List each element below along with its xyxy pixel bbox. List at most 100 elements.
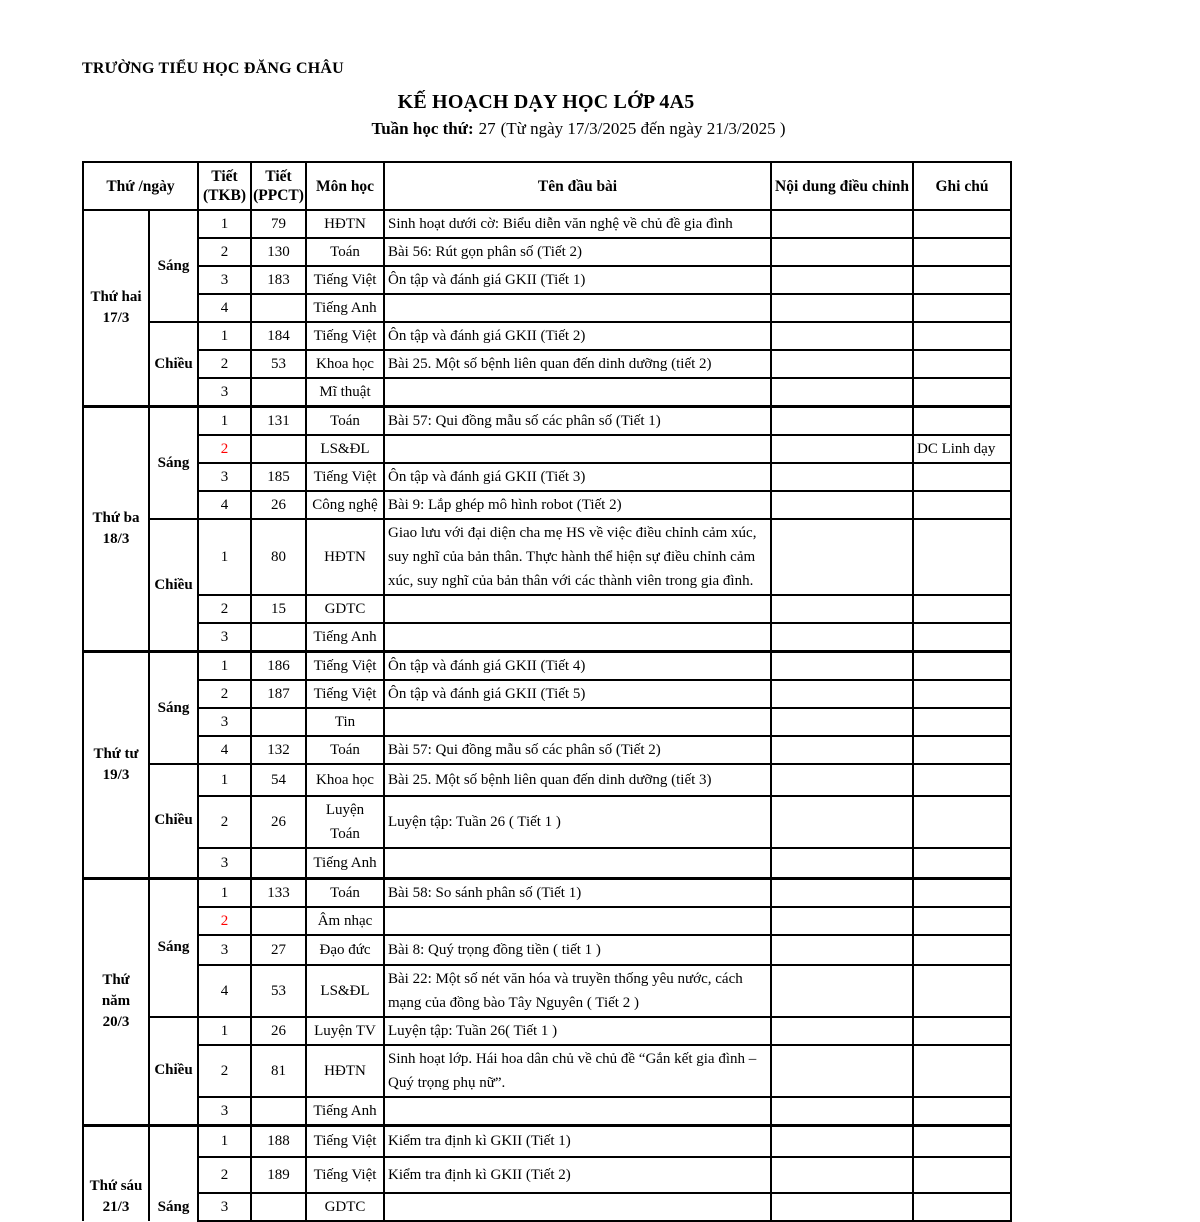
adjustment-cell [770,933,914,966]
schedule-row: Chiều 1 80 HĐTN Giao lưu với đại diện cha mẹ… [83,518,1012,653]
lesson-title-cell: Bài 56: Rút gọn phân số (Tiết 2) [383,237,772,267]
period-tkb-cell: 1 [197,650,252,681]
adjustment-cell [770,462,914,492]
period-ppct-cell: 133 [250,876,307,908]
note-cell [912,490,1012,520]
schedule-row: 3 Mĩ thuật [83,377,1012,408]
period-tkb-cell: 3 [197,462,252,492]
period-ppct-cell: 187 [250,679,307,709]
adjustment-cell [770,905,914,936]
period-tkb-cell: 4 [197,963,252,1018]
session-cell: Sáng [148,650,199,765]
period-tkb-cell: 3 [197,1192,252,1222]
schedule-row: 3 Tin [83,707,1012,737]
period-tkb-cell: 3 [197,622,252,653]
schedule-row: 3 GDTC [83,1192,1012,1222]
schedule-table: Thứ /ngày Tiết (TKB) Tiết (PPCT) Môn học Tên đ… [82,161,1012,1222]
period-tkb-cell: 4 [197,293,252,323]
note-cell [912,265,1012,295]
adjustment-cell [770,594,914,624]
schedule-row: 4 26 Công nghệ Bài 9: Lắp ghép mô hình robo… [83,490,1012,520]
period-ppct-cell: 81 [250,1043,307,1098]
schedule-row: Chiều 1 54 Khoa học Bài 25. Một số bệnh liên… [83,763,1012,879]
lesson-title-cell: Bài 22: Một số nét văn hóa và truyền thố… [383,963,772,1018]
schedule-row: Thứ năm 20/3 Sáng 1 133 Toán Bài 58: So sánh p… [82,876,1012,1126]
session-cell: Chiều [148,763,199,879]
adjustment-cell [770,1043,914,1098]
period-tkb-cell: 1 [197,321,252,351]
week-number: 27 [478,119,496,138]
period-ppct-cell [250,434,307,464]
subject-cell: Khoa học [305,349,385,379]
lesson-title-cell: Bài 25. Một số bệnh liên quan đến dinh d… [383,763,772,797]
note-cell [912,1043,1012,1098]
document-page: TRƯỜNG TIỂU HỌC ĐĂNG CHÂU KẾ HOẠCH DẠY H… [82,60,1012,1222]
period-tkb-cell: 1 [197,518,252,596]
schedule-row: Thứ hai 17/3 Sáng 1 79 HĐTN Sinh hoạt dưới cờ:… [82,209,1012,408]
note-cell [912,209,1012,239]
adjustment-cell [770,209,914,239]
subject-cell: Âm nhạc [305,905,385,936]
lesson-title-cell: Ôn tập và đánh giá GKII (Tiết 4) [383,650,772,681]
period-tkb-cell: 2 [197,795,252,849]
col-thu-ngay: Thứ /ngày [82,161,199,211]
day-name: Thứ sáu [89,1178,143,1194]
period-tkb-cell: 2 [197,434,252,464]
period-ppct-cell [250,622,307,653]
lesson-title-cell: Sinh hoạt lớp. Hái hoa dân chủ về chủ đề… [383,1043,772,1098]
adjustment-cell [770,518,914,596]
subject-cell: Tiếng Anh [305,1095,385,1126]
adjustment-cell [770,490,914,520]
note-cell [912,1015,1012,1046]
lesson-title-cell: Kiểm tra định kì GKII (Tiết 2) [383,1156,772,1194]
period-ppct-cell: 184 [250,321,307,351]
schedule-row: 4 Tiếng Anh [83,293,1012,323]
schedule-row: Thứ ba 18/3 Sáng 1 131 Toán Bài 57: Qui đồng m… [82,405,1012,653]
col-tiet-ppct-sub: (PPCT) [253,187,304,204]
adjustment-cell [770,679,914,709]
period-ppct-cell [250,707,307,737]
schedule-row: 2 26 Luyện Toán Luyện tập: Tuần 26 ( Tiết 1… [83,795,1012,849]
lesson-title-cell: Kiểm tra định kì GKII (Tiết 1) [383,1123,772,1158]
day-date: 17/3 [102,310,130,326]
col-tiet-tkb: Tiết (TKB) [197,161,252,211]
period-ppct-cell: 26 [250,1015,307,1046]
note-cell [912,763,1012,797]
subject-cell: GDTC [305,1192,385,1222]
day-date: 21/3 [102,1199,130,1215]
period-ppct-cell: 53 [250,963,307,1018]
period-tkb-cell: 2 [197,349,252,379]
lesson-title-cell [383,622,772,653]
schedule-row: Chiều 1 26 Luyện TV Luyện tập: Tuần 26( Tiết… [83,1015,1012,1126]
period-ppct-cell [250,1095,307,1126]
subject-cell: HĐTN [305,209,385,239]
lesson-title-cell: Bài 25. Một số bệnh liên quan đến dinh d… [383,349,772,379]
period-ppct-cell [250,1192,307,1222]
week-subtitle: Tuần học thứ: 27 (Từ ngày 17/3/2025 đến ng… [82,119,1010,139]
lesson-title-cell [383,1095,772,1126]
period-tkb-cell: 2 [197,905,252,936]
note-cell [912,293,1012,323]
note-cell [912,321,1012,351]
note-cell [912,1156,1012,1194]
period-tkb-cell: 2 [197,594,252,624]
lesson-title-cell [383,847,772,879]
col-tiet-tkb-sub: (TKB) [202,187,247,204]
lesson-title-cell: Giao lưu với đại diện cha mẹ HS về việc … [383,518,772,596]
adjustment-cell [770,1123,914,1158]
adjustment-cell [770,265,914,295]
lesson-title-cell [383,707,772,737]
lesson-title-cell: Ôn tập và đánh giá GKII (Tiết 2) [383,321,772,351]
col-tiet-tkb-label: Tiết [211,168,238,185]
schedule-row: 3 Tiếng Anh [83,1095,1012,1126]
subject-cell: Mĩ thuật [305,377,385,408]
lesson-title-cell [383,434,772,464]
col-tiet-ppct: Tiết (PPCT) [250,161,307,211]
schedule-row: 2 130 Toán Bài 56: Rút gọn phân số (Tiết 2) [83,237,1012,267]
note-cell [912,679,1012,709]
period-ppct-cell: 188 [250,1123,307,1158]
period-ppct-cell: 186 [250,650,307,681]
period-ppct-cell [250,905,307,936]
note-cell [912,707,1012,737]
day-name: Thứ năm [101,972,131,1009]
